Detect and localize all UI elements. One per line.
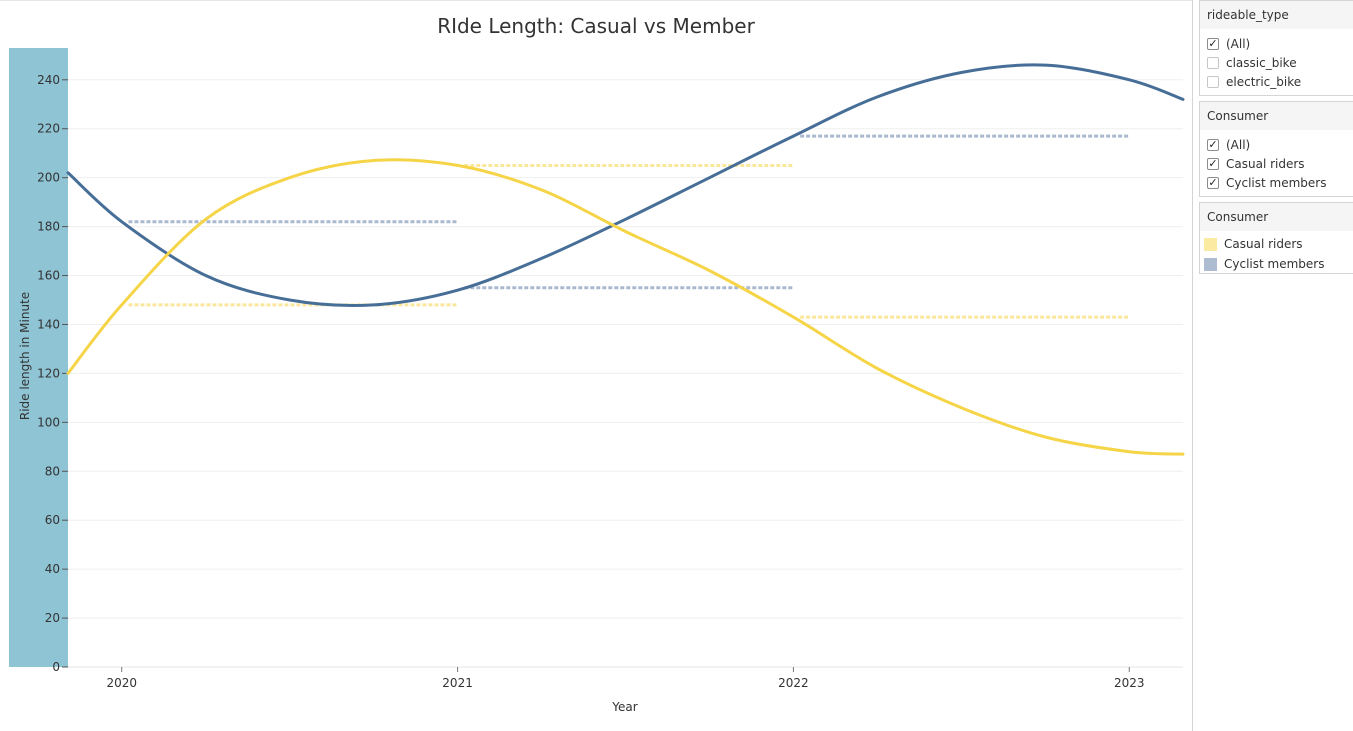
x-axis-label: Year [611,700,637,714]
filter-option-label: (All) [1226,36,1251,51]
y-tick-label: 180 [37,220,60,234]
legend-label: Casual riders [1224,237,1303,251]
checkbox-unchecked-icon[interactable] [1207,56,1219,69]
filter-consumer: Consumer ✓ (All) ✓ Casual riders ✓ Cycli… [1199,101,1353,197]
y-tick-label: 80 [45,464,60,478]
y-tick-label: 160 [37,269,60,283]
legend-item-casual-riders[interactable]: Casual riders [1200,234,1353,254]
filter-option-label: (All) [1226,137,1251,152]
checkbox-checked-icon[interactable]: ✓ [1207,37,1219,50]
checkbox-checked-icon[interactable]: ✓ [1207,176,1219,189]
legend-swatch [1204,237,1217,251]
chart-top-border [0,0,1192,1]
filter-option-label: Cyclist members [1226,175,1327,190]
x-tick-label: 2020 [106,676,137,690]
legend-title: Consumer [1200,203,1353,231]
y-tick-label: 20 [45,611,60,625]
filter-option-electric-bike[interactable]: electric_bike [1200,72,1353,91]
y-tick-label: 40 [45,562,60,576]
panel-divider [1192,0,1193,731]
yearly-average-lines [128,134,1130,319]
filter-option-classic-bike[interactable]: classic_bike [1200,53,1353,72]
x-tick-label: 2023 [1114,676,1145,690]
checkbox-unchecked-icon[interactable] [1207,75,1219,88]
filter-title: rideable_type [1200,1,1353,29]
filter-option-cyclist-members[interactable]: ✓ Cyclist members [1200,173,1353,192]
chart-area: RIde Length: Casual vs Member 0 20 40 60 80 1… [9,14,1185,714]
y-tick-label: 120 [37,366,60,380]
filter-option-casual-riders[interactable]: ✓ Casual riders [1200,154,1353,173]
filter-option-label: classic_bike [1226,55,1297,70]
legend-swatch [1204,257,1217,271]
y-tick-label: 140 [37,317,60,331]
y-tick-label: 200 [37,171,60,185]
x-tick-label: 2022 [778,676,809,690]
legend-item-cyclist-members[interactable]: Cyclist members [1200,254,1353,274]
y-axis-ticks: 0 20 40 60 80 100 120 140 160 180 200 220 240 [37,73,68,674]
legend-label: Cyclist members [1224,257,1325,271]
y-tick-label: 100 [37,415,60,429]
x-tick-label: 2021 [442,676,473,690]
filter-option-all[interactable]: ✓ (All) [1200,34,1353,53]
y-tick-label: 0 [52,660,60,674]
y-tick-label: 60 [45,513,60,527]
series-lines [66,63,1185,456]
filter-rideable-type: rideable_type ✓ (All) classic_bike elect… [1199,0,1353,96]
filter-option-label: Casual riders [1226,156,1305,171]
y-axis-band [9,48,68,667]
y-tick-label: 220 [37,122,60,136]
series-line-cyclist-members [66,63,1185,307]
y-axis-label: Ride length in Minute [18,292,32,420]
gridlines [68,79,1183,668]
checkbox-checked-icon[interactable]: ✓ [1207,138,1219,151]
x-axis-ticks: 2020 2021 2022 2023 [106,667,1145,690]
y-tick-label: 240 [37,73,60,87]
filter-option-label: electric_bike [1226,74,1302,89]
filter-title: Consumer [1200,102,1353,130]
filter-option-all[interactable]: ✓ (All) [1200,135,1353,154]
chart-title: RIde Length: Casual vs Member [437,14,755,38]
color-legend: Consumer Casual riders Cyclist members [1199,202,1353,274]
line-chart: RIde Length: Casual vs Member 0 20 40 60 80 1… [9,14,1185,714]
series-line-casual-riders [66,158,1185,456]
checkbox-checked-icon[interactable]: ✓ [1207,157,1219,170]
